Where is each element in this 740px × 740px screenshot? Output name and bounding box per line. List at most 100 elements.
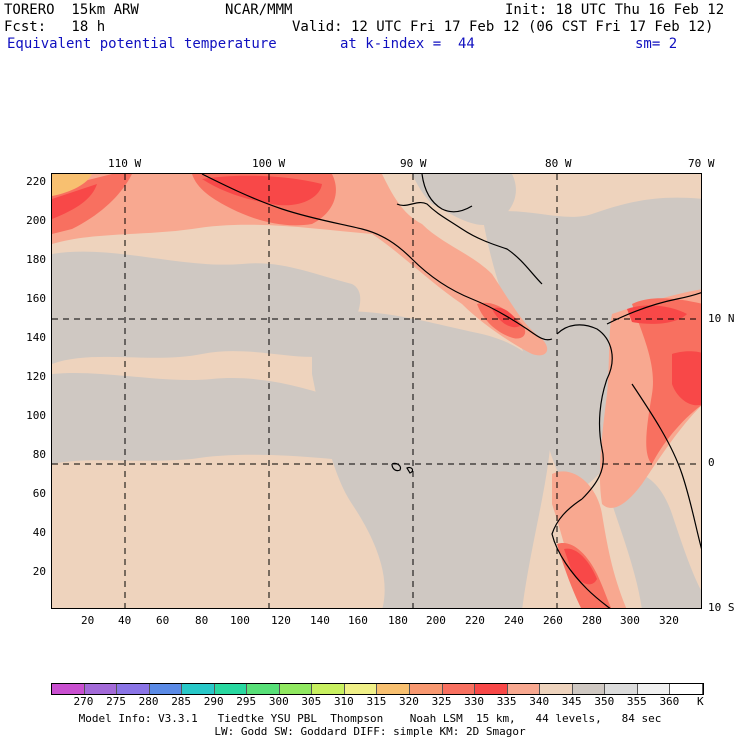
x-tick-260: 260 <box>543 614 563 627</box>
x-tick-300: 300 <box>620 614 640 627</box>
legend-swatch-12 <box>442 684 476 694</box>
coastlines <box>201 174 701 608</box>
map-region-340-peru <box>552 471 627 608</box>
legend-label-300: 300 <box>268 695 289 708</box>
lon-label-110w: 110 W <box>108 157 142 170</box>
model-info-line1: Model Info: V3.3.1 Tiedtke YSU PBL Thomp… <box>78 712 662 725</box>
legend-label-315: 315 <box>366 695 387 708</box>
legend-swatch-11 <box>410 684 443 694</box>
x-tick-240: 240 <box>504 614 524 627</box>
legend-label-340: 340 <box>529 695 550 708</box>
legend-swatch-14 <box>507 684 541 694</box>
y-tick-180: 180 <box>26 253 46 266</box>
map-region-330-venezuela <box>672 351 701 406</box>
legend-swatch-17 <box>605 684 638 694</box>
legend-swatch-15 <box>540 684 573 694</box>
x-tick-280: 280 <box>582 614 602 627</box>
coastline-central-america <box>201 174 553 341</box>
legend-label-330: 330 <box>464 695 485 708</box>
map-region-350-central <box>312 311 552 608</box>
y-tick-120: 120 <box>26 370 46 383</box>
legend-unit: K <box>697 695 704 708</box>
map-region-335-colombia <box>632 298 701 464</box>
coastline-north-sa <box>606 292 701 325</box>
y-tick-60: 60 <box>32 487 46 500</box>
theta-e-map[interactable] <box>51 173 702 609</box>
legend-swatch-16 <box>572 684 606 694</box>
legend-swatch-10 <box>377 684 411 694</box>
legend-label-345: 345 <box>561 695 582 708</box>
smoothing-info: sm= 2 <box>635 36 678 52</box>
legend-swatch-0 <box>52 684 85 694</box>
lat-label-0: 0 <box>708 456 715 469</box>
lon-label-70w: 70 W <box>688 157 715 170</box>
legend-label-305: 305 <box>301 695 322 708</box>
y-tick-200: 200 <box>26 214 46 227</box>
map-region-330-peru <box>564 548 597 585</box>
x-tick-180: 180 <box>388 614 408 627</box>
legend-swatch-5 <box>214 684 248 694</box>
y-tick-160: 160 <box>26 292 46 305</box>
coastline-ecuador-peru <box>551 498 611 608</box>
lat-label-10n: 10 N <box>708 312 735 325</box>
legend-swatch-6 <box>247 684 280 694</box>
legend-swatch-7 <box>279 684 313 694</box>
legend-label-350: 350 <box>594 695 615 708</box>
lon-label-100w: 100 W <box>252 157 286 170</box>
y-tick-140: 140 <box>26 331 46 344</box>
legend-label-280: 280 <box>138 695 159 708</box>
legend-swatch-19 <box>670 684 703 694</box>
legend-swatch-4 <box>182 684 215 694</box>
legend-label-295: 295 <box>236 695 257 708</box>
x-tick-320: 320 <box>659 614 679 627</box>
map-region-350-southwest <box>52 372 386 464</box>
x-tick-20: 20 <box>81 614 95 627</box>
legend-swatch-1 <box>84 684 118 694</box>
x-tick-140: 140 <box>310 614 330 627</box>
coastline-caribbean <box>396 201 543 285</box>
x-tick-200: 200 <box>426 614 446 627</box>
map-region-350-east <box>482 197 701 494</box>
legend-swatch-13 <box>475 684 508 694</box>
y-tick-80: 80 <box>32 448 46 461</box>
legend-label-290: 290 <box>203 695 224 708</box>
lon-label-90w: 90 W <box>400 157 427 170</box>
x-tick-80: 80 <box>195 614 209 627</box>
forecast-hour: Fcst: 18 h <box>4 19 106 35</box>
y-tick-100: 100 <box>26 409 46 422</box>
border-andes <box>631 383 701 550</box>
map-region-340-north <box>52 174 548 356</box>
model-title: TORERO 15km ARW <box>4 2 139 18</box>
map-region-350-west <box>52 251 361 364</box>
map-region-350-andes <box>612 471 701 608</box>
legend-label-285: 285 <box>171 695 192 708</box>
legend-label-335: 335 <box>496 695 517 708</box>
init-time: Init: 18 UTC Thu 16 Feb 12 <box>505 2 725 18</box>
lon-label-80w: 80 W <box>545 157 572 170</box>
y-tick-220: 220 <box>26 175 46 188</box>
legend-label-270: 270 <box>73 695 94 708</box>
x-tick-60: 60 <box>156 614 170 627</box>
coastline-yucatan <box>421 174 473 213</box>
legend-label-325: 325 <box>431 695 452 708</box>
legend-label-355: 355 <box>626 695 647 708</box>
y-tick-20: 20 <box>32 565 46 578</box>
x-tick-120: 120 <box>271 614 291 627</box>
field-name: Equivalent potential temperature <box>7 36 277 52</box>
model-info-line2: LW: Godd SW: Goddard DIFF: simple KM: 2D… <box>214 725 526 738</box>
y-tick-40: 40 <box>32 526 46 539</box>
lat-lon-grid <box>52 174 701 608</box>
lat-label-10s: 10 S <box>708 601 735 614</box>
org-label: NCAR/MMM <box>225 2 293 18</box>
x-tick-40: 40 <box>118 614 132 627</box>
level-info: at k-index = 44 <box>340 36 475 52</box>
map-region-315-corner <box>52 174 92 196</box>
legend-swatch-2 <box>117 684 150 694</box>
map-region-330-mexico <box>202 175 322 206</box>
x-tick-100: 100 <box>230 614 250 627</box>
legend-swatch-8 <box>312 684 345 694</box>
valid-time: Valid: 12 UTC Fri 17 Feb 12 (06 CST Fri … <box>292 19 714 35</box>
legend-label-360: 360 <box>659 695 680 708</box>
color-legend <box>51 683 704 695</box>
legend-label-320: 320 <box>399 695 419 708</box>
